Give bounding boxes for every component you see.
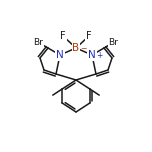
Text: Br: Br: [109, 38, 118, 47]
Text: +: +: [96, 51, 102, 60]
Text: Br: Br: [34, 38, 43, 47]
Text: −: −: [80, 44, 86, 53]
Text: F: F: [86, 31, 92, 41]
Text: N: N: [56, 50, 64, 60]
Text: F: F: [60, 31, 66, 41]
Text: N: N: [88, 50, 96, 60]
Text: B: B: [73, 43, 79, 53]
